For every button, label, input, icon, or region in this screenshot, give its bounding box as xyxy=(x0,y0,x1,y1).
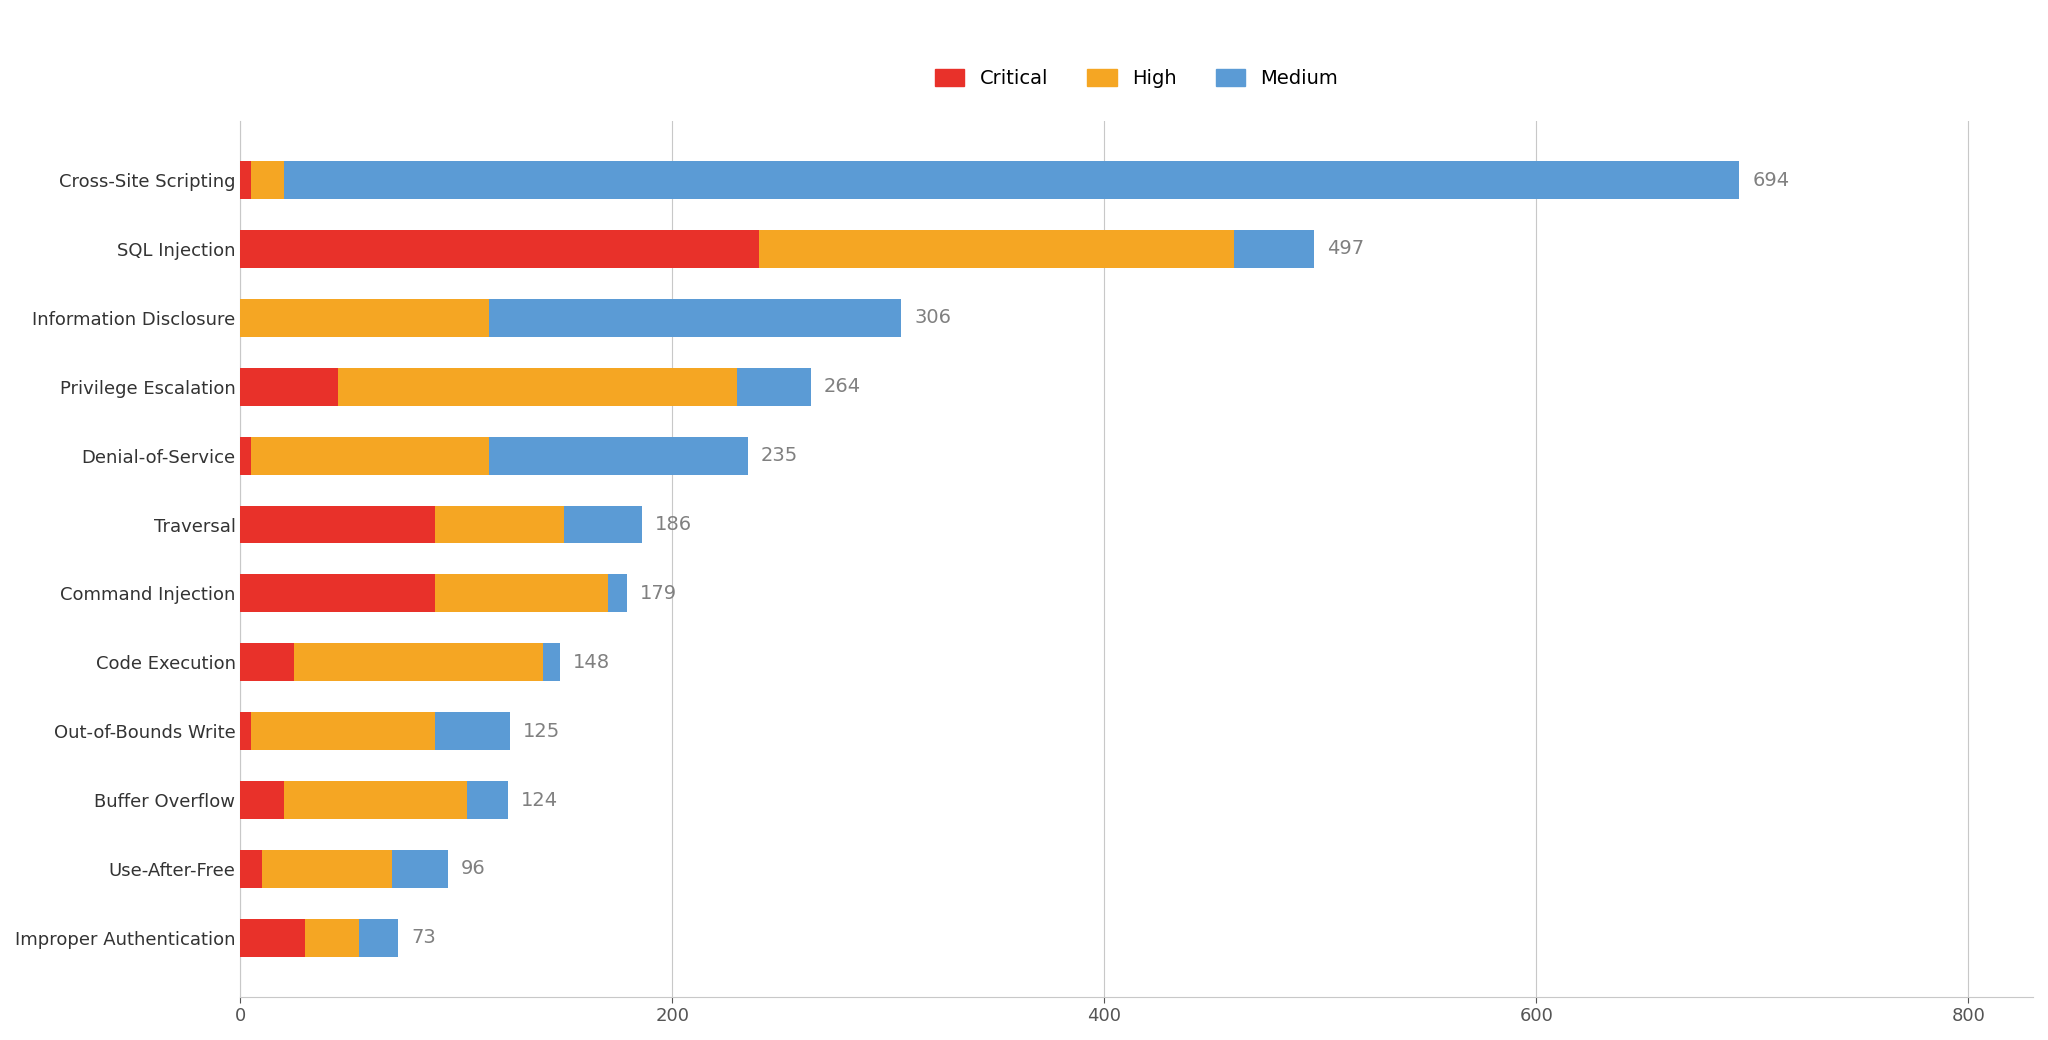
Text: 125: 125 xyxy=(524,722,561,740)
Bar xyxy=(434,712,510,750)
Text: 124: 124 xyxy=(520,790,559,809)
Bar xyxy=(489,437,748,474)
Bar xyxy=(338,368,737,406)
Text: 306: 306 xyxy=(913,308,950,328)
Bar xyxy=(489,298,901,337)
Bar xyxy=(1233,230,1313,268)
Bar xyxy=(240,574,434,613)
Bar xyxy=(240,161,252,199)
Bar xyxy=(240,298,489,337)
Bar xyxy=(358,919,397,957)
Bar xyxy=(565,505,643,544)
Bar xyxy=(283,161,1739,199)
Text: 148: 148 xyxy=(573,653,610,672)
Text: 179: 179 xyxy=(639,583,678,603)
Bar xyxy=(240,781,283,820)
Text: 73: 73 xyxy=(412,929,436,947)
Bar xyxy=(252,161,283,199)
Text: 694: 694 xyxy=(1753,171,1790,189)
Bar xyxy=(467,781,508,820)
Bar xyxy=(240,505,434,544)
Bar xyxy=(434,505,565,544)
Text: 96: 96 xyxy=(461,859,485,879)
Bar xyxy=(240,437,252,474)
Legend: Critical, High, Medium: Critical, High, Medium xyxy=(928,61,1346,96)
Bar xyxy=(240,230,758,268)
Bar xyxy=(240,712,252,750)
Bar xyxy=(252,712,434,750)
Bar xyxy=(283,781,467,820)
Text: 235: 235 xyxy=(762,446,799,465)
Bar xyxy=(252,437,489,474)
Bar xyxy=(737,368,811,406)
Bar xyxy=(305,919,358,957)
Text: 497: 497 xyxy=(1327,239,1364,259)
Bar xyxy=(543,644,559,681)
Bar xyxy=(240,850,262,888)
Bar xyxy=(295,644,543,681)
Bar xyxy=(391,850,449,888)
Bar xyxy=(240,368,338,406)
Bar xyxy=(240,919,305,957)
Bar xyxy=(434,574,608,613)
Text: 186: 186 xyxy=(655,515,692,534)
Text: 264: 264 xyxy=(823,378,860,396)
Bar xyxy=(240,644,295,681)
Bar xyxy=(758,230,1233,268)
Bar xyxy=(608,574,627,613)
Bar xyxy=(262,850,391,888)
